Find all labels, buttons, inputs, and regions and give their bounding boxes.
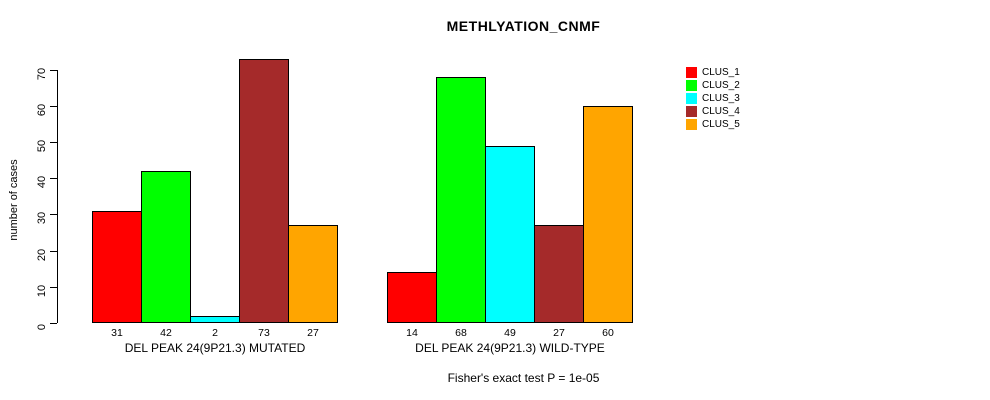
legend-item-clus_2: CLUS_2 [686,79,740,92]
y-tick [50,105,57,107]
legend-label: CLUS_2 [702,80,740,91]
legend-swatch [686,93,697,104]
bar-value-label: 60 [602,327,614,339]
y-tick [50,69,57,71]
legend-swatch [686,106,697,117]
bar-value-label: 49 [504,327,516,339]
chart-title: METHLYATION_CNMF [446,18,601,34]
y-tick [50,286,57,288]
bar-clus_3-group2 [485,145,535,323]
legend-item-clus_4: CLUS_4 [686,105,740,118]
bar-clus_1-group1 [92,210,142,323]
bar-clus_4-group1 [239,58,289,323]
bar-clus_5-group1 [288,225,338,323]
y-tick [50,214,57,216]
y-tick [50,178,57,180]
bar-value-label: 27 [553,327,565,339]
legend-label: CLUS_5 [702,119,740,130]
legend-swatch [686,119,697,130]
legend-label: CLUS_3 [702,93,740,104]
bar-value-label: 14 [406,327,418,339]
legend-swatch [686,67,697,78]
y-axis-title-text: number of cases [8,159,20,241]
y-tick [50,323,57,324]
bar-clus_2-group2 [436,76,486,323]
legend-item-clus_3: CLUS_3 [686,92,740,105]
legend-label: CLUS_1 [702,67,740,78]
legend-label: CLUS_4 [702,106,740,117]
bar-value-label: 2 [212,327,218,339]
bar-clus_3-group1 [190,315,240,323]
group-label: DEL PEAK 24(9P21.3) WILD-TYPE [415,341,605,355]
bar-value-label: 42 [160,327,172,339]
bar-clus_4-group2 [534,225,584,323]
bar-value-label: 68 [455,327,467,339]
bar-value-label: 31 [111,327,123,339]
legend-swatch [686,80,697,91]
legend-item-clus_5: CLUS_5 [686,118,740,131]
y-axis-line [57,69,58,323]
bar-clus_1-group2 [387,272,437,323]
legend: CLUS_1 CLUS_2 CLUS_3 CLUS_4 CLUS_5 [686,66,740,131]
bar-clus_2-group1 [141,170,191,323]
bar-value-label: 27 [307,327,319,339]
legend-item-clus_1: CLUS_1 [686,66,740,79]
group-label: DEL PEAK 24(9P21.3) MUTATED [124,341,306,355]
bar-value-label: 73 [258,327,270,339]
y-tick [50,141,57,143]
y-tick [50,250,57,252]
annotation-text: Fisher's exact test P = 1e-05 [447,371,600,385]
bar-clus_5-group2 [583,105,633,323]
